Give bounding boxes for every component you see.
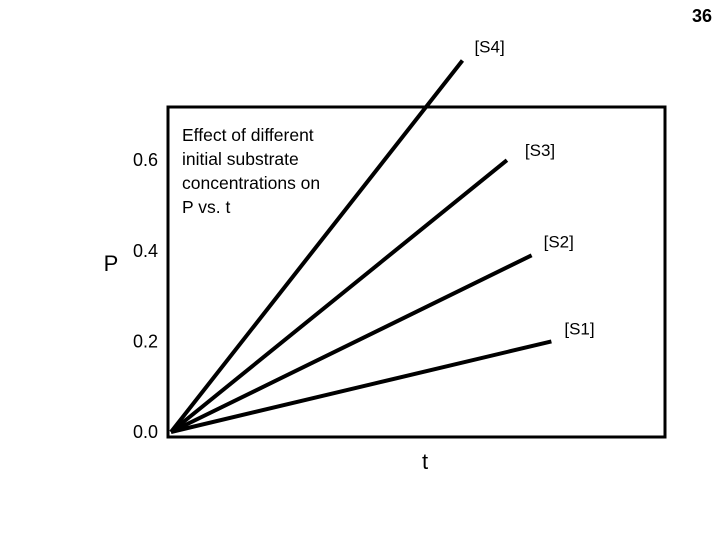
series-label: [S1] [564, 319, 594, 338]
annotation-line: concentrations on [182, 173, 320, 193]
chart-annotation: Effect of different initial substrate conc… [182, 125, 320, 217]
x-axis-label: t [422, 449, 428, 474]
y-tick-labels: 0.0 0.2 0.4 0.6 [133, 150, 158, 442]
series-label: [S3] [525, 141, 555, 160]
series-line [170, 253, 533, 434]
slide-number: 36 [691, 6, 712, 26]
y-axis-label: P [104, 251, 119, 276]
y-tick-label: 0.0 [133, 422, 158, 442]
series-label: [S4] [474, 38, 504, 57]
y-tick-label: 0.2 [133, 331, 158, 351]
annotation-line: P vs. t [182, 197, 230, 217]
series-line [169, 158, 509, 434]
series-line [170, 339, 552, 434]
plot-area-frame [166, 105, 667, 439]
y-tick-label: 0.4 [133, 241, 158, 261]
y-tick-label: 0.6 [133, 150, 158, 170]
annotation-line: Effect of different [182, 125, 314, 145]
series-line [169, 59, 465, 434]
series-label: [S2] [544, 232, 574, 251]
series-labels: [S1] [S2] [S3] [S4] [474, 38, 594, 339]
series-lines [169, 59, 552, 434]
annotation-line: initial substrate [182, 149, 299, 169]
